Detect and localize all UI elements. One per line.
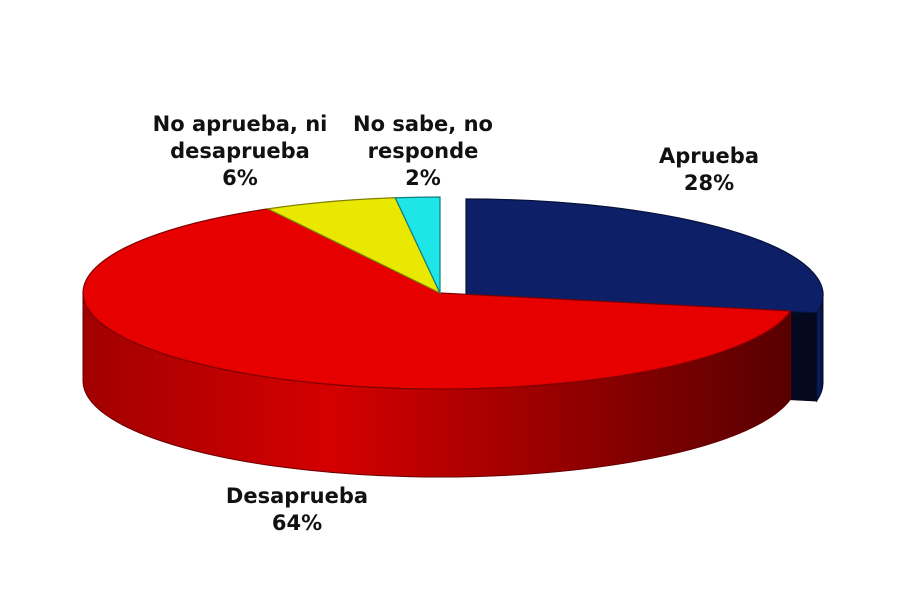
slice-name-label: No sabe, no [353,112,493,136]
slice-value-label: 6% [222,166,258,190]
pie-slice-no-sabe-no-responde [394,196,441,294]
slice-value-label: 2% [405,166,441,190]
pie-slice-no-aprueba-ni-desaprueba [266,197,442,295]
slice-label-3: No sabe, no responde 2% [353,112,493,190]
slice-label-2: No aprueba, ni desaprueba 6% [153,112,328,190]
slice-name-label: Aprueba [659,144,759,168]
pie-slice-desaprueba [82,208,792,390]
slice-name-label: No aprueba, ni [153,112,328,136]
pie-labels: Aprueba 28% Desaprueba 64% No aprueba, ni des… [153,112,759,535]
slice-value-label: 64% [272,511,322,535]
slice-label-0: Aprueba 28% [659,144,759,195]
slice-name-label: Desaprueba [226,484,368,508]
pie-tops [82,196,824,390]
pie-slice-aprueba [465,198,824,314]
slice-name-label: responde [368,139,479,163]
slice-value-label: 28% [684,171,734,195]
slice-label-1: Desaprueba 64% [226,484,368,535]
slice-name-label: desaprueba [170,139,310,163]
